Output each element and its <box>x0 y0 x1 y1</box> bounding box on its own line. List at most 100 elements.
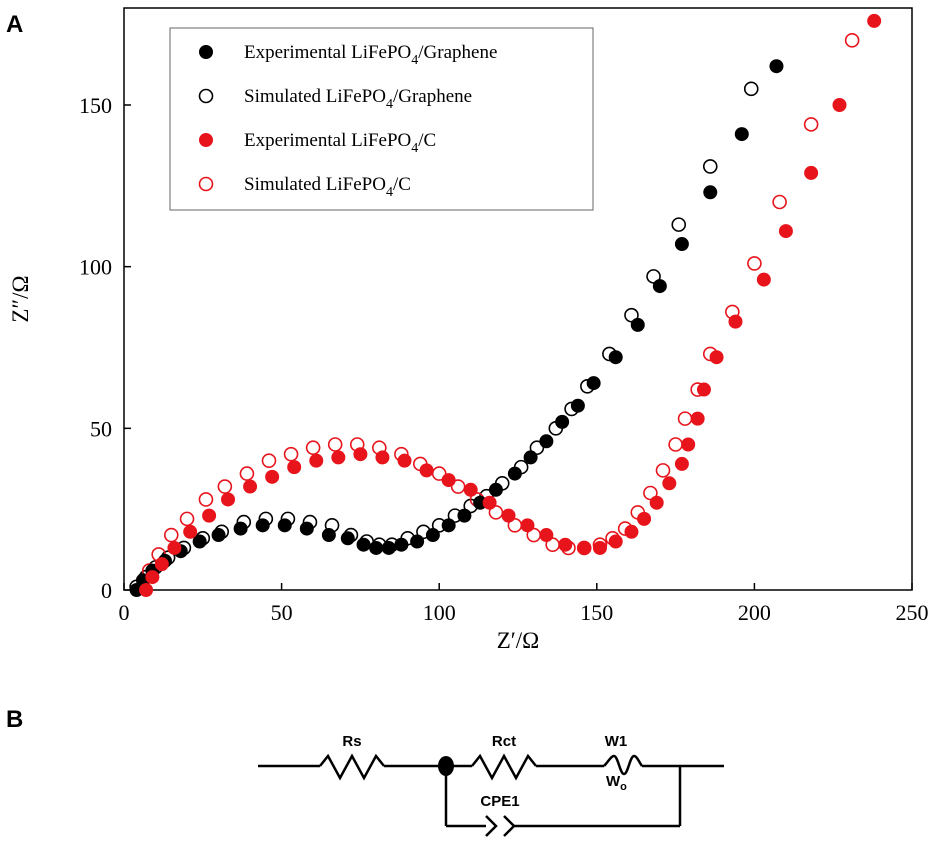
data-point <box>523 450 538 465</box>
data-point <box>756 272 771 287</box>
data-point <box>577 540 592 555</box>
data-point <box>356 537 371 552</box>
data-point <box>305 440 321 456</box>
circuit-node <box>438 756 454 776</box>
data-point <box>283 446 299 462</box>
data-point <box>778 224 793 239</box>
warburg-w1 <box>603 754 644 776</box>
wo-label: Wo <box>606 773 627 793</box>
data-point <box>637 511 652 526</box>
legend-label: Experimental LiFePO4/Graphene <box>244 42 497 68</box>
y-axis: 0 50 100 150 <box>79 93 131 603</box>
data-point <box>202 508 217 523</box>
data-point <box>419 463 434 478</box>
legend-label-suffix: /Graphene <box>418 42 497 63</box>
x-tick-label: 150 <box>580 600 613 625</box>
data-point <box>608 350 623 365</box>
legend-marker <box>198 88 214 104</box>
data-point <box>747 256 762 271</box>
data-point <box>327 437 343 452</box>
data-point <box>331 450 346 465</box>
data-point <box>163 527 179 543</box>
equivalent-circuit <box>258 753 724 837</box>
legend-label: Simulated LiFePO4/C <box>244 174 411 200</box>
data-point <box>299 521 314 536</box>
series-experimental-lifepo4-c <box>139 13 882 597</box>
data-point <box>539 434 554 449</box>
x-tick-label: 200 <box>738 600 771 625</box>
data-point <box>441 473 456 488</box>
data-series-layer <box>129 13 882 597</box>
data-point <box>340 531 355 546</box>
data-point <box>630 317 645 332</box>
data-point <box>211 528 226 543</box>
data-point <box>261 453 277 468</box>
data-point <box>441 518 456 533</box>
legend: Experimental LiFePO4/Graphene Simulated L… <box>169 27 594 211</box>
data-point <box>681 437 696 452</box>
data-point <box>265 469 280 484</box>
data-point <box>624 524 639 539</box>
y-axis-label: Z″/Ω <box>8 275 33 322</box>
data-point <box>772 194 787 210</box>
data-point <box>488 482 503 497</box>
data-point <box>804 165 819 180</box>
data-point <box>677 411 693 426</box>
data-point <box>277 518 292 533</box>
legend-label-main: Simulated LiFePO <box>244 86 386 107</box>
data-point <box>463 482 478 497</box>
data-point <box>592 540 607 555</box>
data-point <box>309 453 324 468</box>
y-tick-label: 150 <box>79 93 112 118</box>
panel-b-label: B <box>6 706 23 733</box>
data-point <box>844 33 860 48</box>
data-point <box>154 557 169 572</box>
data-point <box>674 456 689 471</box>
panel-a-label: A <box>6 11 23 38</box>
data-point <box>832 98 847 112</box>
x-tick-label: 100 <box>423 600 456 625</box>
data-point <box>769 59 784 74</box>
data-point <box>221 492 236 507</box>
legend-box <box>169 27 594 211</box>
data-point <box>703 185 718 200</box>
data-point <box>507 466 522 481</box>
data-point <box>643 485 658 501</box>
legend-label-main: Experimental LiFePO <box>244 42 411 63</box>
data-point <box>586 376 601 391</box>
data-point <box>671 217 687 232</box>
resistor-rct <box>471 753 537 781</box>
x-tick-label: 250 <box>896 600 929 625</box>
data-point <box>255 518 270 533</box>
data-point <box>743 81 759 97</box>
legend-label-main: Experimental LiFePO <box>244 130 411 151</box>
data-point <box>662 476 677 491</box>
data-point <box>690 411 705 426</box>
data-point <box>867 13 882 28</box>
rct-label: Rct <box>492 733 516 750</box>
x-axis: 0 50 100 150 200 250 <box>119 583 929 625</box>
data-point <box>233 521 248 536</box>
x-tick-label: 0 <box>119 600 130 625</box>
data-point <box>734 127 749 142</box>
legend-label-suffix: /Graphene <box>393 86 472 107</box>
data-point <box>192 534 207 549</box>
cpe1-element-right <box>503 815 516 837</box>
data-point <box>529 440 545 456</box>
data-point <box>539 528 554 543</box>
data-point <box>696 382 711 397</box>
cpe1-label: CPE1 <box>480 793 519 810</box>
data-point <box>520 518 535 533</box>
data-point <box>501 508 516 523</box>
data-point <box>375 450 390 465</box>
legend-label: Experimental LiFePO4/C <box>244 130 436 156</box>
legend-label: Simulated LiFePO4/Graphene <box>244 86 472 112</box>
data-point <box>425 528 440 543</box>
y-tick-label: 50 <box>90 416 112 441</box>
legend-label-suffix: /C <box>393 174 411 195</box>
data-point <box>624 307 639 323</box>
data-point <box>668 437 683 452</box>
data-point <box>608 534 623 549</box>
data-point <box>243 479 258 494</box>
